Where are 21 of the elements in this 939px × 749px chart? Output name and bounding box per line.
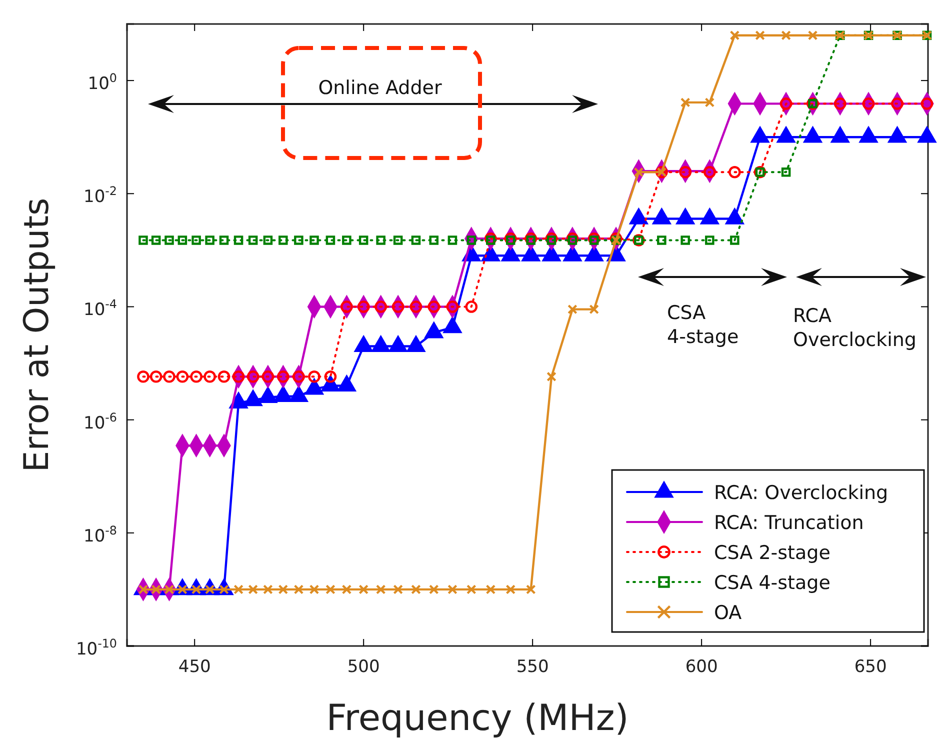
y-tick-label: 10$^{-4}$ <box>84 297 117 320</box>
y-tick-label: 10$^{-2}$ <box>84 184 117 208</box>
legend-label: OA <box>714 602 742 624</box>
legend-label: RCA: Overclocking <box>714 482 888 504</box>
x-tick-label: 550 <box>516 657 549 678</box>
y-tick-label: 10$^{-10}$ <box>76 636 117 660</box>
annotation: RCA Overclocking <box>793 305 916 351</box>
y-tick-label: 10$^{-8}$ <box>84 523 117 546</box>
x-tick-label: 650 <box>854 657 887 678</box>
legend-label: RCA: Truncation <box>714 512 864 534</box>
x-tick-label: 600 <box>685 657 718 678</box>
legend-label: CSA 2-stage <box>714 542 830 564</box>
annotation: Online Adder <box>318 77 442 99</box>
legend-label: CSA 4-stage <box>714 572 830 594</box>
y-tick-label: 10$^{-6}$ <box>84 410 117 434</box>
x-tick-label: 500 <box>347 657 380 678</box>
x-axis-title: Frequency (MHz) <box>326 698 629 739</box>
y-axis-title: Error at Outputs <box>17 198 57 472</box>
x-tick-label: 450 <box>178 657 211 678</box>
annotation: CSA 4-stage <box>667 302 739 348</box>
y-tick-label: 10$^{0}$ <box>88 71 117 94</box>
